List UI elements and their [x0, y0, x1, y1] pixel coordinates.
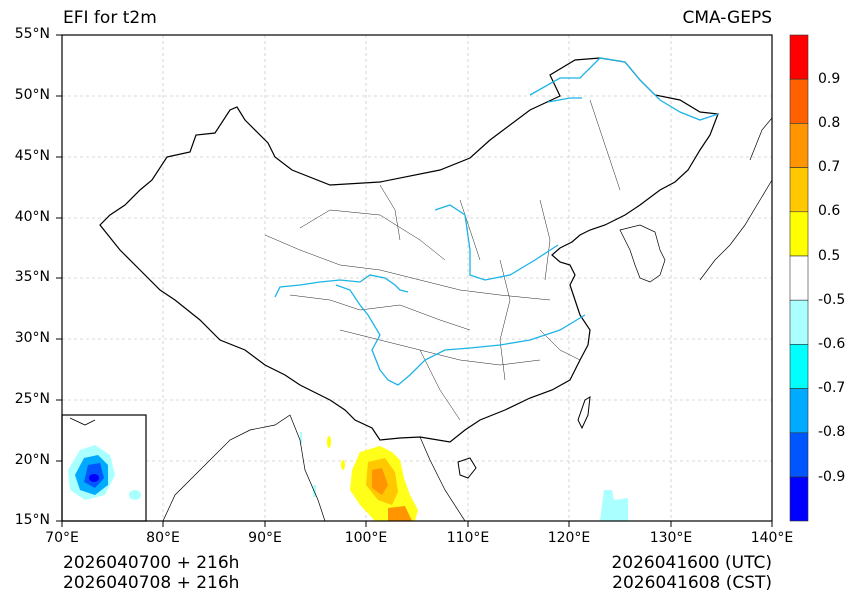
init-cst: 2026040708 + 216h	[63, 573, 240, 593]
init-time: 2026040700 + 216h 2026040708 + 216h	[63, 553, 239, 593]
cb-label-0.9: 0.9	[818, 71, 841, 87]
cb-label-neg0.8: -0.8	[818, 424, 846, 440]
init-utc: 2026040700 + 216h	[63, 553, 240, 573]
valid-cst: 2026041608 (CST)	[612, 573, 772, 593]
cb-label-0.7: 0.7	[818, 159, 841, 175]
efi-warm-area	[327, 436, 418, 521]
lat-tick-20: 20°N	[14, 452, 50, 468]
cb-label-neg0.6: -0.6	[818, 336, 846, 352]
cb-label-0.5: 0.5	[818, 248, 841, 264]
cb-label-0.6: 0.6	[818, 203, 841, 219]
chart-title: EFI for t2m	[63, 8, 157, 28]
lat-tick-25: 25°N	[14, 391, 50, 407]
china-border	[99, 57, 719, 443]
lat-tick-35: 35°N	[14, 269, 50, 285]
efi-cold-area	[300, 432, 628, 521]
lat-tick-55: 55°N	[14, 26, 50, 42]
lon-tick-130: 130°E	[649, 530, 693, 546]
lon-tick-110: 110°E	[446, 530, 490, 546]
lat-tick-15: 15°N	[14, 512, 50, 528]
gridlines	[62, 35, 772, 521]
cb-label-neg0.9: -0.9	[818, 469, 846, 485]
province-borders	[264, 99, 621, 421]
cb-label-0.8: 0.8	[818, 115, 841, 131]
lat-tick-30: 30°N	[14, 330, 50, 346]
cb-label-neg0.5: -0.5	[818, 292, 846, 308]
lat-tick-50: 50°N	[14, 87, 50, 103]
model-name: CMA-GEPS	[682, 8, 772, 28]
cb-label-neg0.7: -0.7	[818, 380, 846, 396]
lat-tick-40: 40°N	[14, 209, 50, 225]
lat-tick-45: 45°N	[14, 148, 50, 164]
scs-inset	[61, 414, 147, 522]
lon-tick-100: 100°E	[344, 530, 388, 546]
lon-tick-90: 90°E	[248, 530, 282, 546]
lon-tick-70: 70°E	[45, 530, 79, 546]
valid-time: 2026041600 (UTC) 2026041608 (CST)	[611, 553, 772, 593]
lon-tick-140: 140°E	[750, 530, 794, 546]
lon-tick-120: 120°E	[547, 530, 591, 546]
rivers	[274, 57, 719, 386]
valid-utc: 2026041600 (UTC)	[611, 553, 772, 573]
colorbar	[789, 34, 809, 522]
lon-tick-80: 80°E	[146, 530, 180, 546]
